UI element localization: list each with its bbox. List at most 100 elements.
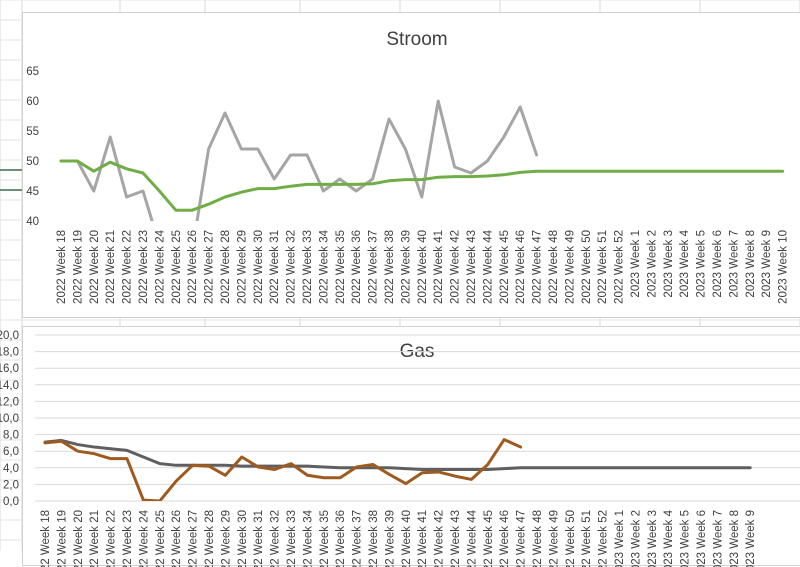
- stroom-xtick-label: 2022 Week 36: [351, 230, 363, 304]
- stroom-xtick-label: 2022 Week 22: [122, 230, 134, 304]
- stroom-xtick-label: 2022 Week 33: [302, 230, 314, 304]
- stroom-ytick-label: 55: [26, 126, 39, 138]
- stroom-ytick-label: 50: [26, 156, 39, 168]
- stroom-xtick-label: 2022 Week 39: [400, 230, 412, 304]
- gas-xtick-label: 2022 Week 39: [384, 510, 396, 567]
- stroom-xtick-label: 2022 Week 51: [597, 230, 609, 304]
- gas-xtick-label: 2022 Week 30: [237, 510, 249, 567]
- gas-xtick-label: 2023 Week 7: [712, 510, 724, 567]
- gas-xtick-label: 2023 Week 2: [630, 510, 642, 567]
- gas-xtick-label: 2022 Week 31: [253, 510, 265, 567]
- stroom-ytick-label: 65: [26, 66, 39, 78]
- gas-xtick-label: 2022 Week 18: [40, 510, 52, 567]
- stroom-xtick-label: 2022 Week 34: [318, 229, 330, 304]
- stroom-xtick-label: 2022 Week 50: [581, 230, 593, 304]
- gas-series-0-line: [43, 438, 752, 471]
- gas-xtick-label: 2023 Week 6: [696, 510, 708, 567]
- gas-xtick-label: 2022 Week 26: [171, 510, 183, 567]
- stroom-xtick-label: 2022 Week 40: [417, 230, 429, 304]
- gas-ytick-label: 0,0: [3, 496, 19, 508]
- gas-xtick-label: 2023 Week 4: [663, 509, 675, 567]
- stroom-xtick-label: 2023 Week 1: [630, 230, 642, 298]
- gas-xtick-label: 2022 Week 20: [73, 510, 85, 567]
- gas-ytick-label: 18,0: [0, 347, 19, 359]
- stroom-xtick-label: 2022 Week 41: [433, 230, 445, 304]
- stroom-xtick-label: 2022 Week 18: [56, 230, 68, 304]
- gas-ytick-label: 14,0: [0, 380, 19, 392]
- gas-xtick-label: 2022 Week 38: [368, 510, 380, 567]
- gas-xtick-label: 2023 Week 3: [647, 510, 659, 567]
- gas-xtick-label: 2023 Week 5: [680, 510, 692, 567]
- stroom-xtick-label: 2022 Week 42: [450, 230, 462, 304]
- stroom-xtick-label: 2023 Week 2: [646, 230, 658, 298]
- stroom-xtick-label: 2022 Week 24: [154, 229, 166, 304]
- gas-xtick-label: 2022 Week 43: [450, 510, 462, 567]
- gas-xtick-label: 2022 Week 27: [188, 510, 200, 567]
- stroom-xtick-label: 2022 Week 43: [466, 230, 478, 304]
- stroom-xtick-label: 2023 Week 8: [745, 230, 757, 298]
- gas-ytick-label: 16,0: [0, 363, 19, 375]
- gas-xtick-label: 2022 Week 24: [138, 509, 150, 567]
- stroom-xtick-label: 2022 Week 46: [515, 230, 527, 304]
- stroom-xtick-label: 2022 Week 37: [368, 230, 380, 304]
- gas-xtick-label: 2022 Week 35: [319, 510, 331, 567]
- gas-xtick-label: 2022 Week 47: [516, 510, 528, 567]
- stroom-series-0-line: [59, 135, 154, 221]
- gas-xtick-label: 2022 Week 21: [89, 510, 101, 567]
- gas-xtick-label: 2023 Week 1: [614, 510, 626, 567]
- stroom-xtick-label: 2022 Week 30: [253, 230, 265, 304]
- gas-xtick-label: 2022 Week 50: [565, 510, 577, 567]
- gas-ytick-label: 20,0: [0, 330, 19, 342]
- gas-ytick-label: 4,0: [3, 463, 19, 475]
- stroom-xtick-label: 2023 Week 7: [728, 230, 740, 298]
- stroom-xtick-label: 2022 Week 35: [335, 230, 347, 304]
- stroom-xtick-label: 2022 Week 27: [204, 230, 216, 304]
- gas-xtick-label: 2022 Week 40: [401, 510, 413, 567]
- stroom-xtick-label: 2022 Week 47: [532, 230, 544, 304]
- gas-ytick-label: 2,0: [3, 479, 19, 491]
- stroom-xtick-label: 2022 Week 38: [384, 230, 396, 304]
- gas-xtick-label: 2022 Week 45: [483, 510, 495, 567]
- gas-series-1-line: [43, 438, 523, 501]
- stroom-ytick-label: 60: [26, 96, 39, 108]
- gas-xtick-label: 2022 Week 23: [122, 510, 134, 567]
- stroom-xtick-label: 2022 Week 32: [286, 230, 298, 304]
- stroom-chart[interactable]: Stroom 40 45 50 55 60 65 2022 Week 18 2022 Week…: [22, 12, 800, 318]
- stroom-xtick-label: 2022 Week 52: [614, 230, 626, 304]
- gas-xtick-label: 2022 Week 25: [155, 510, 167, 567]
- stroom-xtick-label: 2022 Week 21: [105, 230, 117, 304]
- gas-xtick-label: 2022 Week 44: [466, 509, 478, 567]
- gas-ytick-label: 8,0: [3, 430, 19, 442]
- stroom-xtick-label: 2022 Week 49: [564, 230, 576, 304]
- stroom-xtick-label: 2023 Week 6: [712, 230, 724, 298]
- stroom-xtick-label: 2023 Week 3: [663, 230, 675, 298]
- stroom-xtick-label: 2022 Week 20: [89, 230, 101, 304]
- stroom-xtick-label: 2022 Week 23: [138, 230, 150, 304]
- gas-ytick-label: 10,0: [0, 413, 19, 425]
- stroom-series-1-line: [59, 159, 785, 212]
- gas-xtick-label: 2022 Week 51: [581, 510, 593, 567]
- gas-xtick-label: 2022 Week 41: [417, 510, 429, 567]
- stroom-xtick-label: 2022 Week 19: [72, 230, 84, 304]
- gas-plot: 0,0 2,0 4,0 6,0 8,0 10,0 12,0 14,0 16,0 18,0 20,0 2…: [0, 330, 800, 567]
- gas-xtick-label: 2022 Week 49: [548, 510, 560, 567]
- stroom-xtick-label: 2022 Week 28: [220, 230, 232, 304]
- gas-xtick-label: 2022 Week 28: [204, 510, 216, 567]
- stroom-ytick-label: 40: [26, 216, 39, 228]
- stroom-xtick-label: 2022 Week 48: [548, 230, 560, 304]
- stroom-xtick-label: 2022 Week 45: [499, 230, 511, 304]
- stroom-xtick-label: 2023 Week 5: [696, 230, 708, 298]
- gas-xtick-label: 2022 Week 48: [532, 510, 544, 567]
- gas-xtick-label: 2022 Week 34: [302, 509, 314, 567]
- gas-ytick-label: 12,0: [0, 396, 19, 408]
- gas-xtick-label: 2022 Week 29: [220, 510, 232, 567]
- gas-xtick-label: 2022 Week 42: [434, 510, 446, 567]
- stroom-plot: 40 45 50 55 60 65 2022 Week 18 2022 Week 19 2022…: [26, 66, 789, 304]
- stroom-xtick-label: 2022 Week 26: [187, 230, 199, 304]
- stroom-ytick-label: 45: [26, 186, 39, 198]
- gas-chart[interactable]: Gas 0,02,04,06,08,010,012,014,016,018,02…: [0, 326, 800, 567]
- stroom-xtick-label: 2022 Week 31: [269, 230, 281, 304]
- chart-title-stroom: Stroom: [386, 29, 448, 50]
- gas-xtick-label: 2022 Week 19: [56, 510, 68, 567]
- gas-xtick-label: 2022 Week 46: [499, 510, 511, 567]
